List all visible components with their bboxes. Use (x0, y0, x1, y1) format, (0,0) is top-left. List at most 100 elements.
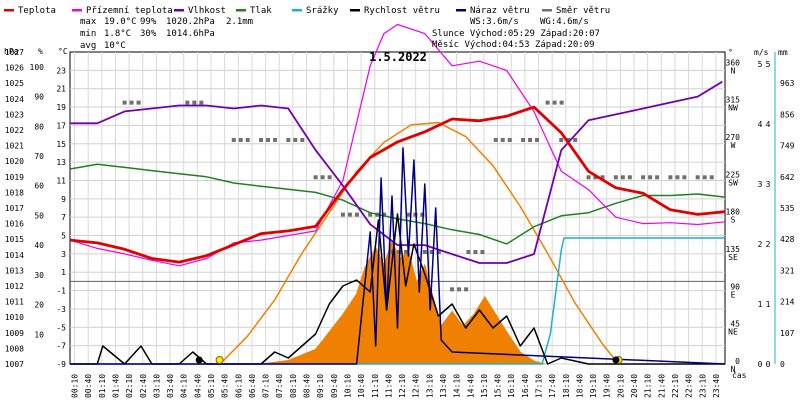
wind-direction-point (429, 249, 434, 254)
mm-tick-label: 2 (766, 240, 771, 249)
legend-label: Vlhkost (188, 6, 226, 16)
wind-direction-point (507, 137, 512, 142)
pct-tick-label: 20 (34, 301, 44, 310)
time-tick-label: 11:10 (371, 374, 380, 398)
wind-direction-point (573, 137, 578, 142)
wind-direction-point (528, 137, 533, 142)
wind-direction-point (286, 137, 291, 142)
wm-tick-label: 749 (780, 142, 795, 151)
time-tick-label: 16:10 (507, 374, 516, 398)
time-tick-label: 18:10 (562, 374, 571, 398)
time-tick-label: 12:10 (398, 374, 407, 398)
legend-swatch (174, 9, 184, 12)
dir-tick-value: 315 (726, 96, 741, 105)
time-tick-label: 19:10 (589, 374, 598, 398)
legend-swatch (542, 9, 552, 12)
dir-tick-value: 0 (735, 357, 740, 366)
wind-direction-point (457, 287, 462, 292)
celsius-tick-label: -1 (56, 287, 66, 296)
hpa-tick-label: 1025 (5, 79, 24, 88)
dir-tick-value: 225 (726, 170, 741, 179)
stats-moon: Měsíc Východ:04:53 Západ:20:09 (432, 40, 595, 50)
celsius-tick-label: 5 (61, 232, 66, 241)
wind-direction-point (464, 287, 469, 292)
wind-direction-point (238, 137, 243, 142)
wind-direction-point (327, 175, 332, 180)
wind-direction-point (436, 249, 441, 254)
wind-direction-point (300, 137, 305, 142)
wind-direction-point (293, 137, 298, 142)
wind-direction-point (199, 100, 204, 105)
legend-swatch (456, 9, 466, 12)
wind-direction-point (136, 100, 141, 105)
time-tick-label: 14:10 (453, 374, 462, 398)
celsius-tick-label: 19 (56, 103, 66, 112)
hpa-tick-label: 1014 (5, 251, 24, 260)
celsius-tick-label: -3 (56, 305, 66, 314)
wind-direction-point (340, 212, 345, 217)
wm-tick-label: 214 (780, 298, 795, 307)
hpa-tick-label: 1023 (5, 110, 24, 119)
wind-speed-line (70, 213, 725, 365)
temperature-line (69, 105, 726, 264)
wind-direction-point (668, 175, 673, 180)
time-tick-label: 03:40 (166, 374, 175, 398)
stats-sun: Slunce Východ:05:29 Západ:20:07 (432, 29, 600, 39)
stats-temp: 1.8°C (104, 29, 131, 39)
hpa-tick-label: 1009 (5, 329, 24, 338)
time-tick-label: 13:40 (439, 374, 448, 398)
wind-direction-point (613, 175, 618, 180)
dir-tick-value: 45 (730, 320, 740, 329)
wind-direction-point (406, 212, 411, 217)
wind-direction-point (390, 249, 395, 254)
stats-temp: 19.0°C (104, 17, 137, 27)
pct-tick-label: 70 (34, 152, 44, 161)
ms-tick-label: 4 (758, 120, 763, 129)
mm-tick-label: 3 (766, 180, 771, 189)
time-tick-label: 22:40 (685, 374, 694, 398)
wm-tick-label: 856 (780, 110, 795, 119)
wind-direction-point (682, 175, 687, 180)
wind-direction-point (185, 100, 190, 105)
legend: Teplota Přízemní teplota Vlhkost Tlak Srážky… (4, 6, 610, 51)
celsius-tick-label: -5 (56, 323, 66, 332)
hpa-tick-label: 1027 (5, 48, 24, 57)
time-tick-label: 15:40 (494, 374, 503, 398)
wind-direction-point (535, 137, 540, 142)
wm-tick-label: 963 (780, 79, 795, 88)
time-tick-label: 17:40 (548, 374, 557, 398)
ms-axis-label: m/s (754, 48, 769, 57)
dir-tick-value: 90 (730, 282, 740, 291)
wind-direction-point (655, 175, 660, 180)
pct-tick-label: 80 (34, 122, 44, 131)
pct-tick-label: 30 (34, 271, 44, 280)
hpa-tick-label: 1021 (5, 142, 24, 151)
wind-direction-point (627, 175, 632, 180)
time-tick-label: 08:40 (303, 374, 312, 398)
wind-direction-point (709, 175, 714, 180)
hpa-tick-label: 1017 (5, 204, 24, 213)
wind-direction-point (450, 287, 455, 292)
wind-direction-point (620, 175, 625, 180)
ms-tick-label: 5 (758, 60, 763, 69)
pct-tick-label: 100 (30, 63, 45, 72)
wm-tick-label: 321 (780, 266, 795, 275)
time-tick-label: 23:40 (712, 374, 721, 398)
wm-tick-label: 535 (780, 204, 795, 213)
wm-tick-label: 428 (780, 235, 795, 244)
time-tick-label: 03:10 (152, 374, 161, 398)
stats-pressure: 1020.2hPa (166, 17, 215, 27)
hpa-tick-label: 1016 (5, 220, 24, 229)
time-tick-label: 12:40 (412, 374, 421, 398)
wind-direction-point (266, 137, 271, 142)
time-tick-label: 16:40 (521, 374, 530, 398)
moon-marker (195, 356, 203, 364)
time-tick-label: 14:40 (466, 374, 475, 398)
time-tick-label: 21:10 (644, 374, 653, 398)
legend-swatch (4, 9, 14, 12)
mm-tick-label: 5 (766, 60, 771, 69)
celsius-tick-label: -9 (56, 360, 66, 369)
moon-marker (612, 356, 620, 364)
hpa-tick-label: 1019 (5, 173, 24, 182)
